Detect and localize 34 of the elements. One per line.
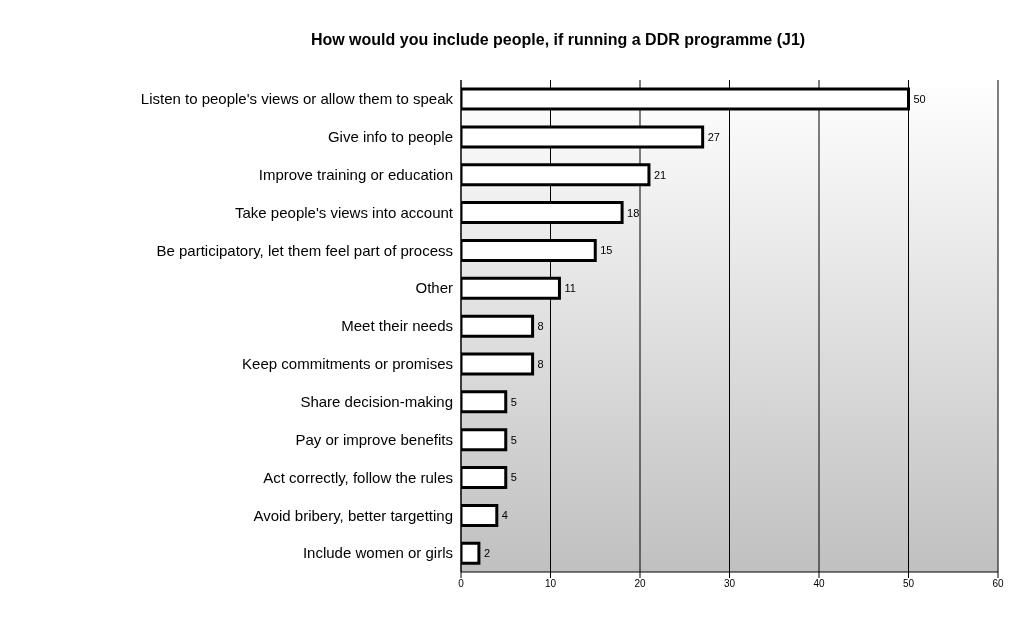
y-tick-label: Share decision-making xyxy=(300,393,453,411)
y-tick-label: Keep commitments or promises xyxy=(242,355,453,373)
data-label: 11 xyxy=(564,282,576,295)
x-tick-label: 40 xyxy=(813,578,825,590)
y-tick-label: Be participatory, let them feel part of process xyxy=(156,241,453,259)
data-label: 15 xyxy=(600,244,613,257)
x-tick-label: 50 xyxy=(902,578,915,590)
data-label: 27 xyxy=(707,130,720,143)
x-tick-label: 20 xyxy=(634,578,646,590)
y-tick-label: Pay or improve benefits xyxy=(295,430,453,448)
y-tick-label: Meet their needs xyxy=(341,317,453,335)
y-tick-label: Improve training or education xyxy=(258,165,453,183)
data-label: 5 xyxy=(510,433,517,446)
y-tick-label: Take people's views into account xyxy=(235,203,454,221)
data-label: 18 xyxy=(627,206,640,219)
x-tick-label: 10 xyxy=(544,578,557,590)
data-label: 21 xyxy=(653,168,667,181)
data-label: 4 xyxy=(501,509,508,522)
data-label: 50 xyxy=(913,92,926,105)
y-tick-label: Act correctly, follow the rules xyxy=(263,468,453,486)
data-label: 8 xyxy=(537,357,544,370)
y-tick-label: Include women or girls xyxy=(302,544,453,562)
y-tick-label: Other xyxy=(415,279,453,297)
chart-title: How would you include people, if running a DDR programme (J1) xyxy=(309,30,807,50)
y-tick-label: Avoid bribery, better targetting xyxy=(253,506,453,524)
data-label: 5 xyxy=(510,395,517,408)
y-tick-label: Give info to people xyxy=(327,128,453,146)
data-label: 2 xyxy=(483,547,491,560)
x-tick-label: 0 xyxy=(458,578,465,590)
y-tick-label: Listen to people's views or allow them to speak xyxy=(140,90,454,108)
x-tick-label: 30 xyxy=(723,578,736,590)
data-label: 5 xyxy=(510,471,517,484)
data-label: 8 xyxy=(537,320,544,333)
x-tick-label: 60 xyxy=(992,578,1004,590)
